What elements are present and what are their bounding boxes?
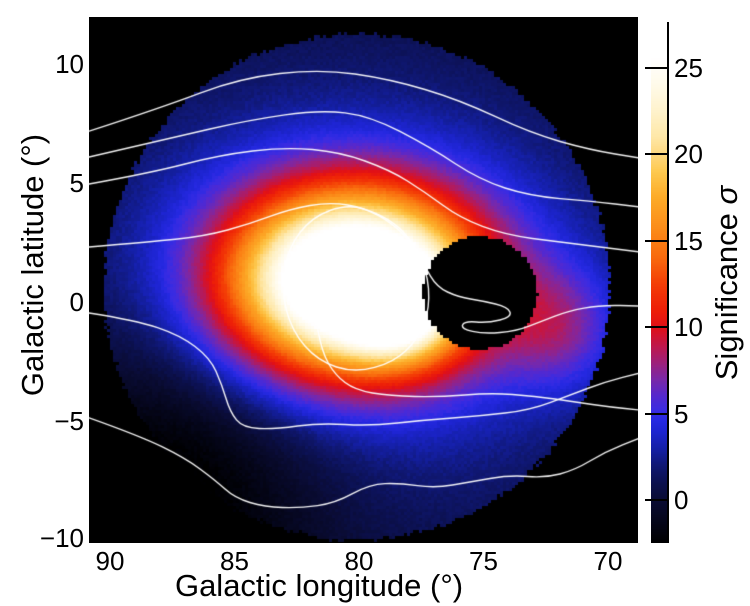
- colorbar-tick-mark: [645, 66, 668, 69]
- y-tick-label: −5: [54, 406, 84, 436]
- colorbar-tick-label: 10: [674, 312, 703, 342]
- colorbar-tick-mark: [645, 412, 668, 415]
- x-tick-label: 85: [220, 546, 249, 576]
- skymap-heatmap-canvas: [89, 17, 638, 543]
- colorbar-gradient-canvas: [651, 24, 667, 543]
- colorbar-title-text: Significance: [709, 204, 744, 381]
- y-tick-label: −10: [39, 523, 84, 553]
- x-tick-label: 80: [344, 546, 374, 576]
- colorbar-tick-label: 0: [674, 485, 689, 515]
- colorbar-tick-label: 15: [674, 225, 703, 256]
- colorbar-tick-mark: [645, 239, 668, 242]
- x-tick-label: 70: [593, 546, 623, 576]
- colorbar-tick-mark: [645, 326, 668, 328]
- colorbar-tick-label: 20: [674, 139, 703, 169]
- y-tick-label: 0: [69, 287, 84, 317]
- colorbar-title: Significance σ: [709, 186, 745, 380]
- x-tick-label: 90: [95, 546, 125, 576]
- x-tick-label: 75: [469, 546, 498, 576]
- sigma-symbol: σ: [709, 185, 744, 205]
- x-axis-title-text: Galactic longitude (°): [174, 568, 464, 603]
- y-tick-label: 5: [69, 168, 84, 198]
- y-tick-label: 10: [55, 49, 84, 79]
- x-axis-title: Galactic longitude (°): [0, 568, 638, 604]
- colorbar-tick-mark: [645, 499, 668, 501]
- colorbar-tick-label: 25: [674, 52, 703, 83]
- colorbar-tick-mark: [645, 153, 668, 155]
- colorbar-tick-label: 5: [674, 398, 689, 429]
- colorbar-axis-line: [667, 22, 669, 543]
